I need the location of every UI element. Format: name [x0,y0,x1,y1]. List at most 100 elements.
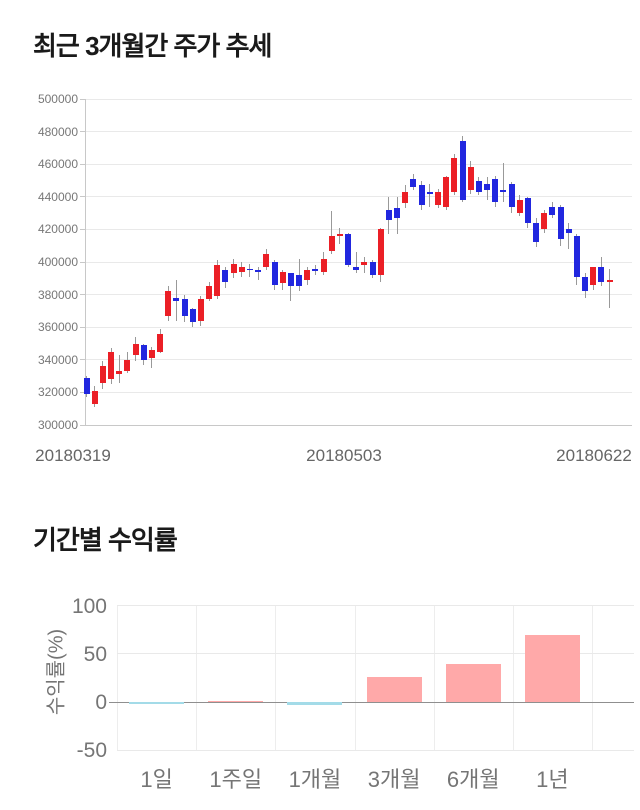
candle-down [565,229,572,233]
candle-up [516,200,523,214]
price-gridline [85,391,632,393]
candle-down [222,270,229,282]
candle-up [148,350,155,359]
candle-wick [249,263,251,277]
candle-wick [355,252,357,274]
candle-up [443,177,450,207]
returns-zero-line [109,701,634,703]
candle-wick [331,211,333,254]
return-bar [129,702,185,704]
returns-category-label: 3개월 [367,767,421,792]
price-y-tick-label: 440000 [37,189,78,204]
candle-up [214,265,221,297]
price-gridline [85,98,632,100]
candle-up [197,299,204,321]
returns-y-tick-label: 0 [95,691,107,714]
candle-down [508,183,515,207]
returns-v-gridline [117,605,118,751]
candle-up [336,234,343,236]
candle-up [435,191,441,205]
price-y-tick-label: 400000 [37,255,78,269]
candle-down [140,345,147,360]
price-y-tick-label: 460000 [37,157,78,172]
price-y-axis-line [85,99,86,425]
candle-up [304,270,311,280]
price-gridline [85,261,632,263]
returns-v-gridline [354,605,356,751]
candle-wick [429,183,431,207]
candle-wick [290,273,292,302]
candle-down [345,234,352,266]
price-y-tick-mark [80,98,85,100]
candle-down [524,198,531,223]
candle-up [108,351,115,380]
returns-category-label: 1주일 [209,767,263,792]
candle-wick [118,354,120,383]
price-chart-title: 최근 3개월간 주가 추세 [33,31,272,61]
returns-v-gridline [512,605,514,751]
candle-down [426,191,433,195]
candle-down [296,275,303,287]
price-y-tick-mark [80,391,85,393]
candle-down [369,262,376,276]
price-y-tick-label: 340000 [37,352,78,367]
price-gridline [85,359,632,361]
returns-v-gridline [433,605,435,751]
candle-down [475,180,482,192]
candle-down [385,209,392,220]
candle-up [590,266,597,285]
return-bar [287,702,343,705]
price-gridline [85,196,632,198]
candle-up [230,263,237,274]
candle-down [271,262,278,285]
candle-up [606,279,613,282]
price-y-tick-mark [80,326,85,328]
candle-down [484,183,491,191]
candle-up [132,343,139,355]
return-bar [208,700,264,702]
returns-v-gridline [196,605,198,751]
candle-down [246,268,253,271]
price-gridline [85,326,632,328]
price-y-tick-label: 320000 [37,385,78,400]
return-bar [445,664,501,702]
price-gridline [85,294,632,296]
candle-down [533,222,540,243]
candle-down [500,190,507,192]
returns-category-label: 1일 [140,767,173,792]
candle-down [173,297,180,302]
candle-up [541,213,548,230]
candle-down [287,273,294,287]
price-y-tick-label: 360000 [37,320,78,335]
price-gridline [85,163,632,165]
price-y-tick-label: 380000 [37,287,78,302]
candle-up [451,157,458,192]
price-y-tick-mark [80,359,85,361]
returns-category-label: 1년 [536,767,569,792]
price-x-axis-line [85,425,632,426]
candle-down [353,266,360,271]
candle-down [312,268,319,271]
candle-down [83,377,90,395]
returns-category-label: 1개월 [288,767,342,792]
price-x-tick-label: 20180319 [35,446,111,465]
candle-down [418,185,425,205]
price-y-tick-mark [80,228,85,230]
candle-up [402,191,409,204]
candle-up [124,359,131,372]
candle-up [206,286,213,300]
candle-down [394,208,401,218]
price-y-tick-mark [80,131,85,133]
candle-down [557,206,564,240]
candle-down [181,299,188,316]
price-y-tick-label: 500000 [37,92,78,106]
returns-category-label: 6개월 [446,767,500,792]
candle-wick [502,162,504,202]
price-x-tick-label: 20180503 [306,446,382,465]
candle-up [328,235,335,251]
candle-wick [609,268,611,308]
candle-down [492,178,499,202]
returns-y-tick-label: -50 [76,739,107,763]
candle-down [582,276,589,292]
